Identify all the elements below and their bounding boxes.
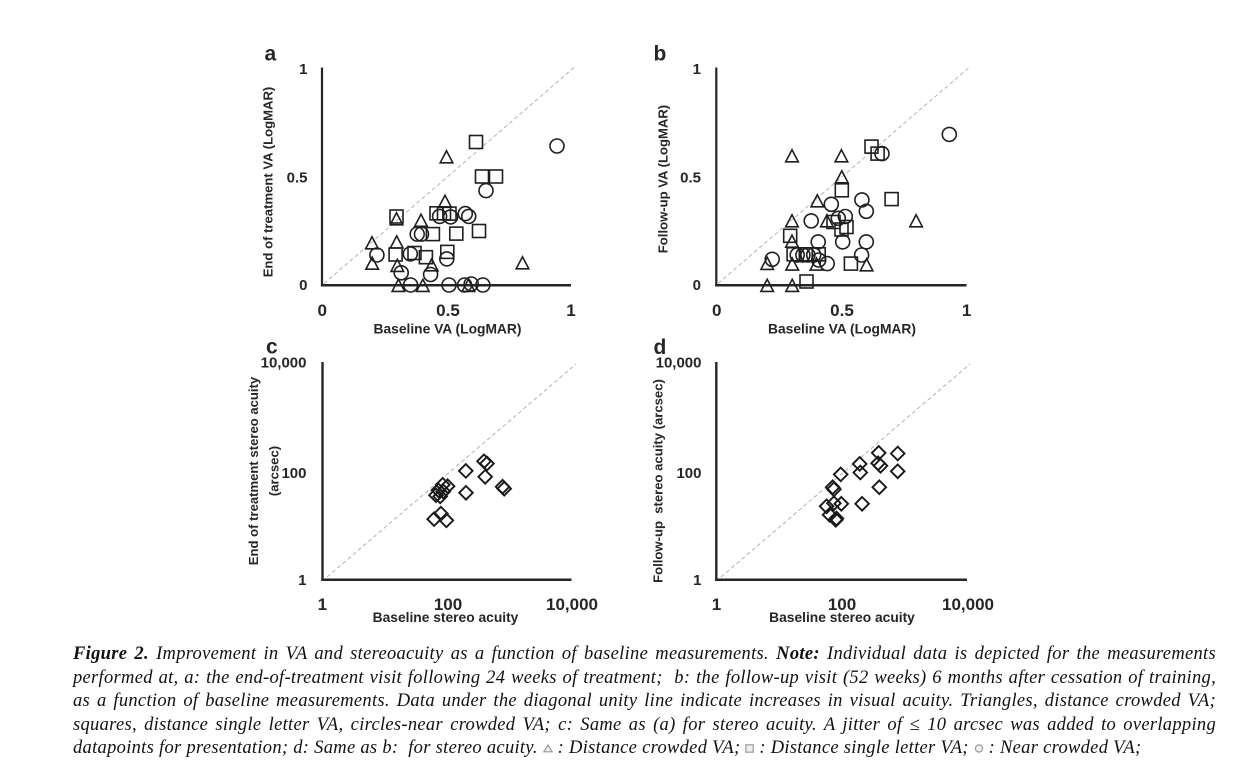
svg-text:(arcsec): (arcsec): [267, 446, 282, 496]
svg-text:End of treatment VA (LogMAR): End of treatment VA (LogMAR): [261, 87, 276, 278]
svg-text:End of treatment stereo acuity: End of treatment stereo acuity: [246, 376, 261, 565]
svg-text:1: 1: [712, 595, 721, 614]
svg-text:1: 1: [962, 301, 971, 320]
svg-text:Follow-up stereo acuity (arcs: Follow-up stereo acuity (arcsec): [651, 379, 666, 583]
svg-text:1: 1: [693, 61, 701, 78]
svg-text:Baseline stereo acuity: Baseline stereo acuity: [769, 610, 915, 625]
svg-text:0.5: 0.5: [830, 301, 854, 320]
svg-text:1: 1: [693, 572, 701, 589]
svg-text:100: 100: [281, 465, 306, 482]
svg-text:0: 0: [712, 301, 721, 320]
svg-text:10,000: 10,000: [261, 355, 307, 372]
svg-text:0: 0: [299, 277, 307, 294]
svg-text:0.5: 0.5: [287, 169, 308, 186]
svg-text:100: 100: [828, 595, 856, 614]
svg-text:100: 100: [434, 595, 462, 614]
svg-text:0.5: 0.5: [436, 301, 460, 320]
svg-text:10,000: 10,000: [942, 595, 994, 614]
svg-text:10,000: 10,000: [656, 355, 702, 372]
svg-text:d: d: [654, 336, 667, 359]
svg-text:Baseline VA (LogMAR): Baseline VA (LogMAR): [768, 322, 916, 337]
svg-text:Baseline stereo acuity: Baseline stereo acuity: [373, 610, 519, 625]
svg-text:c: c: [266, 336, 278, 359]
svg-text:b: b: [654, 43, 667, 66]
svg-text:Follow-up VA (LogMAR): Follow-up VA (LogMAR): [656, 105, 671, 253]
svg-text:Baseline VA (LogMAR): Baseline VA (LogMAR): [374, 322, 522, 337]
svg-text:100: 100: [676, 465, 701, 482]
svg-text:1: 1: [566, 301, 575, 320]
svg-text:1: 1: [298, 572, 306, 589]
svg-text:0.5: 0.5: [680, 169, 701, 186]
svg-text:1: 1: [318, 595, 327, 614]
svg-text:1: 1: [299, 61, 307, 78]
svg-text:0: 0: [693, 277, 701, 294]
svg-text:0: 0: [317, 301, 326, 320]
svg-text:a: a: [265, 43, 277, 66]
svg-text:10,000: 10,000: [546, 595, 598, 614]
